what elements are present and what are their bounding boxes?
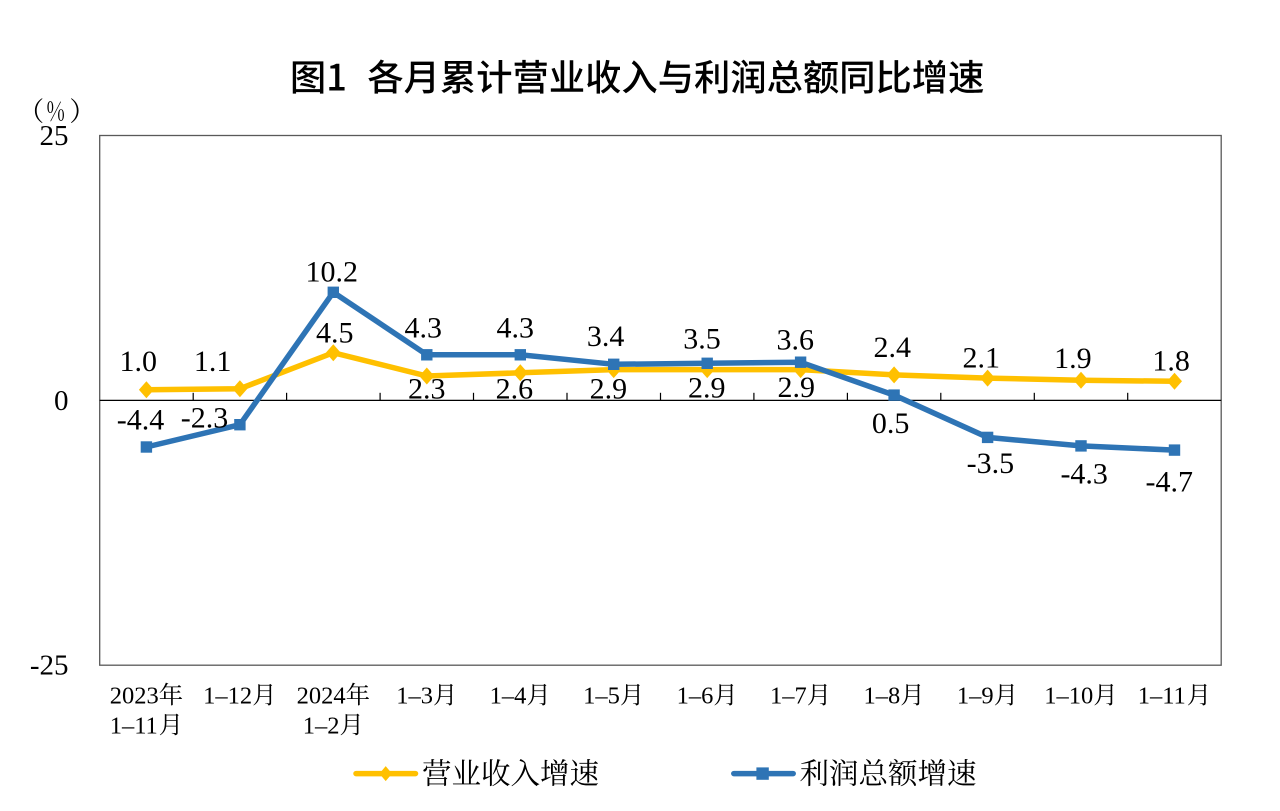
svg-text:2.1: 2.1	[962, 342, 1000, 375]
svg-text:-4.3: -4.3	[1060, 457, 1108, 490]
svg-text:2.9: 2.9	[688, 371, 726, 404]
svg-text:4.5: 4.5	[316, 316, 354, 349]
svg-text:-4.4: -4.4	[117, 404, 165, 437]
svg-text:1–2: 1–2	[303, 712, 340, 739]
svg-text:1–8: 1–8	[864, 683, 901, 710]
svg-text:1–9: 1–9	[957, 683, 994, 710]
svg-text:1.1: 1.1	[194, 345, 232, 378]
svg-text:2.9: 2.9	[778, 371, 816, 404]
svg-text:1–7: 1–7	[770, 683, 807, 710]
svg-text:1–4: 1–4	[490, 683, 527, 710]
svg-text:10.2: 10.2	[305, 255, 358, 288]
svg-text:1–11: 1–11	[110, 712, 158, 739]
svg-text:2.4: 2.4	[873, 331, 911, 364]
svg-text:-25: -25	[30, 650, 69, 682]
svg-text:-4.7: -4.7	[1146, 466, 1194, 499]
svg-text:2.6: 2.6	[496, 372, 534, 405]
svg-text:3.6: 3.6	[776, 323, 814, 356]
svg-text:0: 0	[54, 385, 69, 417]
svg-text:0.5: 0.5	[872, 407, 910, 440]
svg-text:2024: 2024	[297, 683, 346, 710]
svg-text:-3.5: -3.5	[967, 447, 1015, 480]
svg-text:3.4: 3.4	[587, 320, 625, 353]
svg-text:1–6: 1–6	[677, 683, 714, 710]
svg-text:1–5: 1–5	[583, 683, 620, 710]
svg-text:1.8: 1.8	[1152, 345, 1190, 378]
svg-text:2023: 2023	[110, 683, 159, 710]
svg-text:1–11: 1–11	[1138, 683, 1186, 710]
svg-text:2.3: 2.3	[408, 372, 446, 405]
svg-text:25: 25	[40, 120, 69, 152]
svg-text:1–12: 1–12	[203, 683, 252, 710]
svg-text:1.0: 1.0	[120, 345, 158, 378]
svg-text:2.9: 2.9	[590, 372, 628, 405]
svg-text:1–3: 1–3	[396, 683, 433, 710]
svg-text:4.3: 4.3	[405, 312, 443, 345]
svg-text:3.5: 3.5	[683, 322, 721, 355]
svg-text:4.3: 4.3	[496, 312, 534, 345]
svg-text:1.9: 1.9	[1054, 342, 1092, 375]
svg-text:-2.3: -2.3	[181, 401, 229, 434]
svg-text:1–10: 1–10	[1044, 683, 1093, 710]
